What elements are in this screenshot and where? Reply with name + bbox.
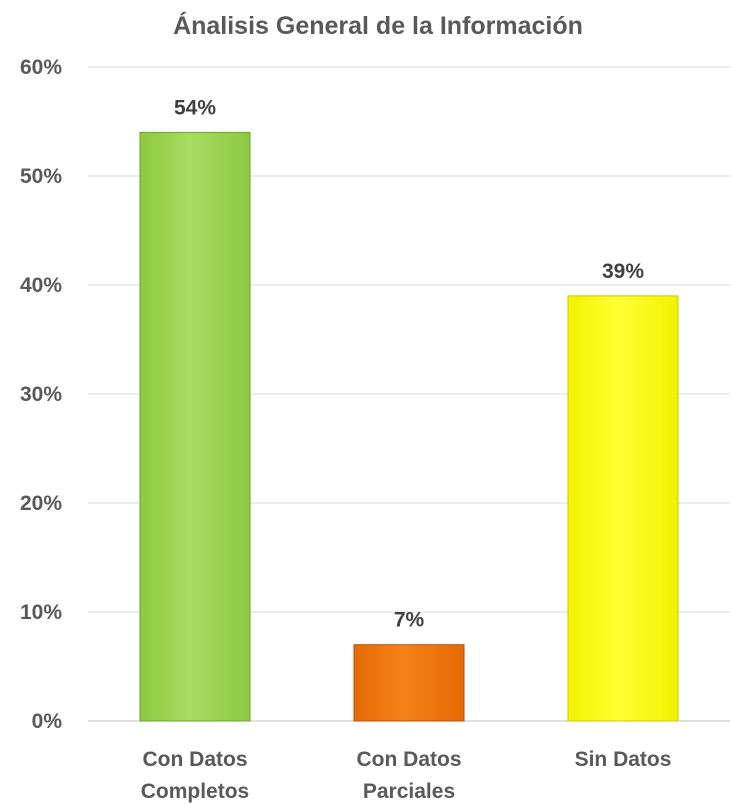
- data-labels: 54% 7% 39%: [174, 96, 644, 631]
- y-tick-label: 10%: [20, 601, 62, 624]
- bars: [139, 131, 679, 722]
- y-tick-label: 20%: [20, 492, 62, 515]
- data-label-0: 54%: [174, 96, 216, 119]
- y-tick-label: 60%: [20, 56, 62, 79]
- y-tick-label: 50%: [20, 165, 62, 188]
- bar-1: [353, 644, 465, 722]
- y-tick-label: 0%: [32, 710, 63, 733]
- y-axis-tick-labels: 0% 10% 20% 30% 40% 50% 60%: [20, 56, 62, 733]
- bar-0: [139, 131, 251, 722]
- data-label-2: 39%: [602, 260, 644, 283]
- data-label-1: 7%: [394, 609, 425, 632]
- bar-2: [567, 295, 679, 722]
- x-category-label-1: Con Datos Parciales: [357, 748, 462, 803]
- y-tick-label: 40%: [20, 274, 62, 297]
- chart-title: Ánalisis General de la Información: [173, 11, 583, 40]
- x-category-label-2: Sin Datos: [575, 748, 672, 771]
- y-tick-label: 30%: [20, 383, 62, 406]
- x-category-label-0: Con Datos Completos: [141, 748, 250, 803]
- x-axis-category-labels: Con Datos Completos Con Datos Parciales Sin …: [141, 748, 672, 803]
